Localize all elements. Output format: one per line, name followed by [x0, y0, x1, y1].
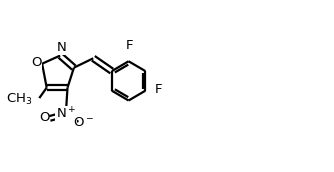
Text: N: N — [57, 41, 67, 54]
Text: CH$_3$: CH$_3$ — [6, 92, 32, 107]
Text: N$^+$: N$^+$ — [55, 106, 76, 122]
Text: O: O — [31, 56, 41, 68]
Text: F: F — [155, 83, 162, 96]
Text: O: O — [39, 111, 50, 124]
Text: F: F — [126, 39, 133, 52]
Text: O$^-$: O$^-$ — [73, 116, 94, 129]
